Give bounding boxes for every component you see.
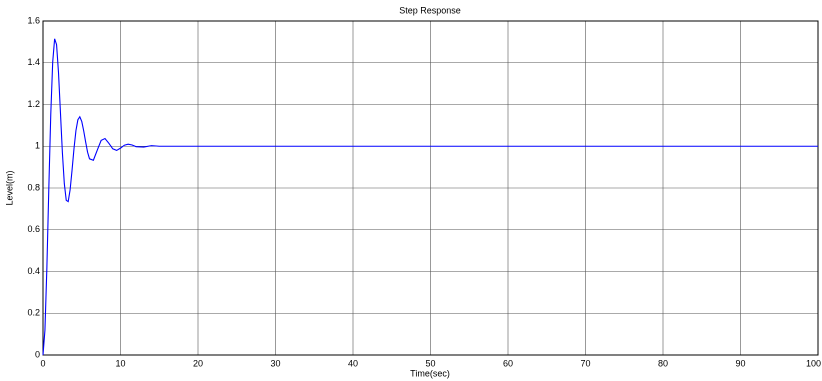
line [42, 38, 818, 356]
y-tick-label: 0.4 [27, 266, 40, 276]
x-tick-label: 30 [270, 358, 280, 368]
x-axis-label: Time(sec) [410, 368, 450, 378]
plot-frame [42, 20, 819, 356]
x-tick-label: 70 [580, 358, 590, 368]
x-tick-label: 10 [115, 358, 125, 368]
y-tick-label: 1 [35, 141, 40, 151]
y-tick-label: 0 [35, 349, 40, 359]
y-tick-label: 1.6 [27, 15, 40, 25]
y-tick-label: 0.8 [27, 182, 40, 192]
y-tick-label: 1.4 [27, 57, 40, 67]
x-tick-label: 20 [193, 358, 203, 368]
y-axis-label: Level(m) [4, 170, 14, 205]
y-tick-label: 0.2 [27, 308, 40, 318]
y-tick-label: 1.2 [27, 99, 40, 109]
chart-title: Step Response [399, 5, 461, 15]
x-tick-label: 90 [735, 358, 745, 368]
x-tick-label: 80 [658, 358, 668, 368]
x-tick-label: 100 [806, 358, 821, 368]
y-tick-label: 0.6 [27, 224, 40, 234]
x-tick-label: 60 [503, 358, 513, 368]
x-tick-label: 40 [348, 358, 358, 368]
x-tick-label: 0 [40, 358, 45, 368]
x-tick-label: 50 [425, 358, 435, 368]
